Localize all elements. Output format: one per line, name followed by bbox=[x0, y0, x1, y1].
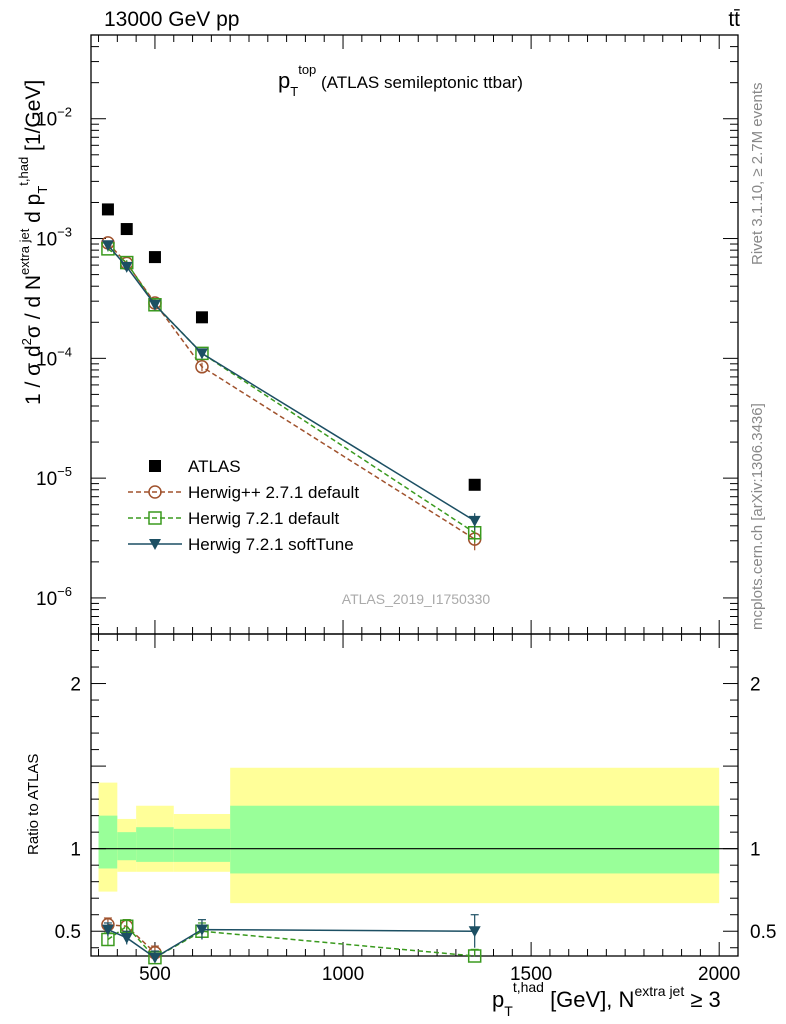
legend-label: Herwig++ 2.7.1 default bbox=[188, 483, 359, 502]
ratio-point bbox=[101, 924, 114, 936]
ratio-axis-label: Ratio to ATLAS bbox=[25, 754, 42, 855]
x-tick-label: 500 bbox=[139, 964, 171, 985]
data-point bbox=[195, 360, 209, 374]
plot-title-sub: T bbox=[290, 84, 298, 99]
ratio-point bbox=[467, 949, 482, 963]
y-tick-mantissa: 10 bbox=[36, 230, 57, 251]
y-tick-exponent: −3 bbox=[57, 225, 72, 240]
atlas-data-point bbox=[101, 203, 114, 216]
ratio-tick-label-left: 2 bbox=[70, 675, 81, 696]
ratio-panel-frame bbox=[90, 633, 739, 957]
y-tick-exponent: −6 bbox=[57, 584, 72, 599]
process-title: tt̄ bbox=[728, 8, 740, 31]
data-point bbox=[120, 261, 133, 273]
y-tick-label: 10−6 bbox=[36, 584, 72, 610]
legend-marker bbox=[148, 485, 162, 499]
ratio-band-inner bbox=[98, 815, 118, 869]
y-label-part4: [1/GeV] bbox=[22, 80, 45, 157]
mcplots-label: mcplots.cern.ch [arXiv:1306.3436] bbox=[749, 403, 766, 630]
ratio-tick-label-left: 0.5 bbox=[55, 922, 81, 943]
ratio-band-inner bbox=[117, 832, 137, 861]
x-tick-label: 1500 bbox=[510, 964, 552, 985]
legend-marker bbox=[149, 460, 161, 472]
y-tick-label: 10−5 bbox=[36, 464, 72, 490]
x-label-base: p bbox=[492, 987, 504, 1012]
y-tick-exponent: −2 bbox=[57, 105, 72, 120]
ratio-band-inner bbox=[136, 827, 174, 862]
ratio-band-inner bbox=[230, 805, 720, 874]
ratio-point bbox=[120, 932, 133, 944]
data-point bbox=[101, 240, 114, 252]
legend-label: Herwig 7.2.1 default bbox=[188, 509, 339, 528]
ratio-point bbox=[468, 926, 481, 938]
y-tick-label: 10−3 bbox=[36, 225, 72, 251]
legend-marker bbox=[149, 539, 161, 550]
legend-label: Herwig 7.2.1 softTune bbox=[188, 535, 354, 554]
legend-marker bbox=[148, 511, 162, 525]
y-tick-exponent: −4 bbox=[57, 344, 72, 359]
y-label-part3: d p bbox=[22, 194, 45, 229]
y-label-part1: 1 / σ d bbox=[22, 345, 45, 405]
ratio-tick-label-right: 1 bbox=[750, 840, 761, 861]
x-axis-label: pTt,had [GeV], Nextra jet ≥ 3 bbox=[492, 979, 721, 1019]
atlas-data-point bbox=[148, 251, 161, 264]
ratio-tick-label-right: 0.5 bbox=[750, 922, 776, 943]
y-tick-mantissa: 10 bbox=[36, 469, 57, 490]
series-line-herwig-7-2-1-softtune bbox=[107, 244, 476, 522]
x-label-sup2: extra jet bbox=[634, 983, 684, 999]
legend-label: ATLAS bbox=[188, 457, 241, 476]
ratio-tick-label-right: 2 bbox=[750, 675, 761, 696]
y-label-sup1: 2 bbox=[19, 338, 34, 345]
data-point bbox=[148, 299, 161, 311]
x-label-mid: [GeV], N bbox=[544, 987, 634, 1012]
ratio-line bbox=[107, 928, 475, 959]
rivet-version-label: Rivet 3.1.10, ≥ 2.7M events bbox=[749, 83, 766, 266]
ratio-band-inner bbox=[173, 828, 231, 862]
ratio-point bbox=[148, 952, 161, 964]
y-label-sub3: T bbox=[35, 186, 50, 194]
data-point bbox=[195, 348, 208, 360]
atlas-data-point bbox=[195, 311, 208, 324]
atlas-data-point bbox=[468, 478, 481, 491]
analysis-id: ATLAS_2019_I1750330 bbox=[342, 591, 491, 607]
plot-title-rest: (ATLAS semileptonic ttbar) bbox=[316, 73, 523, 92]
x-label-tail: ≥ 3 bbox=[684, 987, 721, 1012]
y-tick-mantissa: 10 bbox=[36, 110, 57, 131]
y-tick-label: 10−2 bbox=[36, 105, 72, 131]
plot-title: pTtop (ATLAS semileptonic ttbar) bbox=[278, 62, 523, 99]
x-tick-label: 1000 bbox=[322, 964, 364, 985]
plot-title-base: p bbox=[278, 68, 290, 93]
collision-title: 13000 GeV pp bbox=[104, 8, 239, 31]
y-tick-mantissa: 10 bbox=[36, 349, 57, 370]
x-label-sup: t,had bbox=[513, 979, 544, 995]
y-tick-mantissa: 10 bbox=[36, 589, 57, 610]
x-tick-label: 2000 bbox=[698, 964, 740, 985]
data-point bbox=[468, 515, 481, 527]
y-tick-label: 10−4 bbox=[36, 344, 72, 370]
y-axis-label: 1 / σ d2σ / d Nextra jet d pTt,had [1/Ge… bbox=[16, 80, 50, 405]
y-label-sup2: extra jet bbox=[17, 228, 32, 275]
ratio-tick-label-left: 1 bbox=[70, 840, 81, 861]
y-tick-exponent: −5 bbox=[57, 464, 72, 479]
y-label-sup3: t,had bbox=[16, 157, 31, 186]
plot-title-sup: top bbox=[298, 62, 316, 77]
y-label-part2: σ / d N bbox=[22, 275, 45, 338]
atlas-data-point bbox=[120, 223, 133, 236]
ratio-point bbox=[195, 924, 208, 936]
x-label-sub: T bbox=[504, 1003, 513, 1019]
